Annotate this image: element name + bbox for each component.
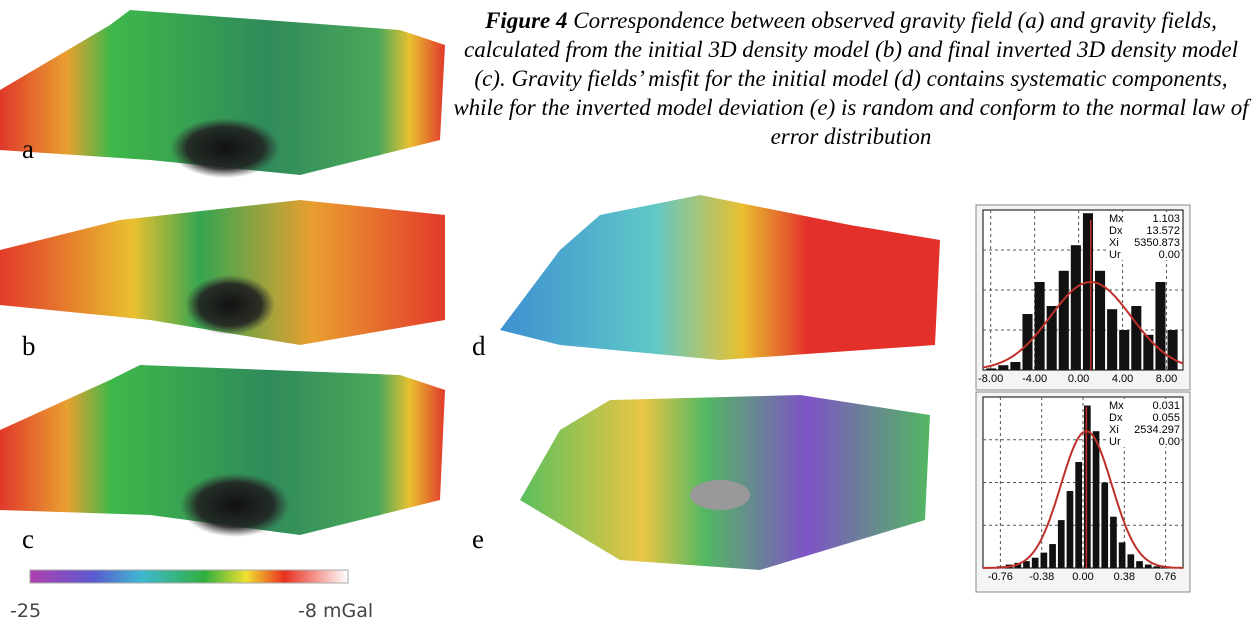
x-tick-label: -0.76	[988, 571, 1013, 583]
bar	[1084, 406, 1091, 568]
bar	[1058, 520, 1065, 568]
figure: a b c d e -25 -8 mGal -8.00 -4.00 0.00 4.00…	[0, 0, 1258, 625]
bar	[1041, 553, 1048, 568]
page: Figure 4 Correspondence between observed…	[0, 0, 1258, 625]
surface-b	[0, 200, 445, 345]
stat-name: Xi	[1109, 424, 1119, 436]
bar	[1093, 431, 1100, 568]
bar	[1032, 558, 1039, 568]
stat-name: Ur	[1109, 436, 1121, 448]
bar	[1107, 309, 1117, 370]
bar	[1131, 306, 1141, 370]
colorbar-max: -8 mGal	[298, 600, 373, 622]
panel-label: c	[22, 524, 34, 554]
stat-value: 0.031	[1152, 400, 1180, 412]
stat-value: 5350.873	[1134, 237, 1180, 249]
surface-c	[0, 365, 445, 537]
bar	[986, 368, 996, 370]
bar	[1059, 271, 1069, 370]
panel-label: b	[22, 331, 36, 361]
bar	[1101, 483, 1108, 569]
stat-name: Xi	[1109, 237, 1119, 249]
surface-a	[0, 10, 445, 178]
stat-value: 13.572	[1146, 225, 1180, 237]
bar	[1119, 330, 1129, 370]
stat-name: Dx	[1109, 225, 1123, 237]
x-tick-label: 0.38	[1114, 571, 1135, 583]
x-tick-label: 8.00	[1156, 373, 1177, 385]
x-tick-label: -4.00	[1022, 373, 1047, 385]
bar	[1145, 565, 1152, 568]
stat-name: Mx	[1109, 213, 1124, 225]
x-tick-label: 0.00	[1068, 373, 1089, 385]
panel-label: e	[472, 524, 484, 554]
stat-value: 1.103	[1152, 213, 1180, 225]
bar	[1136, 561, 1143, 568]
bar	[1075, 462, 1082, 568]
bar	[1119, 542, 1126, 568]
bar	[1022, 314, 1032, 370]
stat-value: 0.00	[1159, 436, 1180, 448]
bar	[1071, 245, 1081, 370]
stat-value: 2534.297	[1134, 424, 1180, 436]
stat-value: 0.055	[1152, 412, 1180, 424]
panel-label: a	[22, 134, 34, 164]
surface-d	[500, 195, 940, 360]
x-tick-label: 0.76	[1155, 571, 1176, 583]
bar	[1010, 362, 1020, 370]
x-tick-label: 4.00	[1112, 373, 1133, 385]
bar	[1168, 330, 1178, 370]
x-tick-label: 0.00	[1072, 571, 1093, 583]
bar	[1155, 282, 1165, 370]
panel-label: d	[472, 331, 486, 361]
bar	[1143, 335, 1153, 370]
stat-name: Ur	[1109, 249, 1121, 261]
bar	[1110, 517, 1117, 568]
stat-value: 0.00	[1159, 249, 1180, 261]
bar	[1049, 544, 1056, 568]
stat-name: Mx	[1109, 400, 1124, 412]
colorbar	[30, 570, 348, 583]
bar	[998, 365, 1008, 370]
surface-e	[520, 395, 930, 570]
bar	[1067, 491, 1074, 568]
stat-name: Dx	[1109, 412, 1123, 424]
colorbar-min: -25	[10, 600, 41, 622]
bar	[1083, 213, 1093, 370]
bar	[1127, 554, 1134, 568]
x-tick-label: -8.00	[978, 373, 1003, 385]
x-tick-label: -0.38	[1029, 571, 1054, 583]
